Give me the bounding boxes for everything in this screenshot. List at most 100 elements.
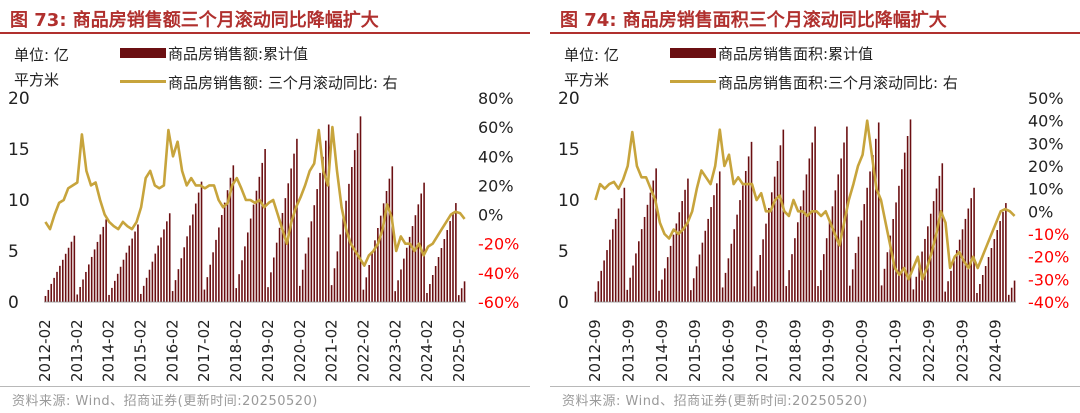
x-tick-label: 2012-09: [586, 319, 604, 382]
bar: [327, 124, 330, 303]
left-tick-label: 15: [558, 140, 580, 160]
bar: [125, 252, 128, 302]
bar: [96, 241, 99, 302]
bar: [606, 250, 608, 302]
bar: [993, 239, 996, 302]
bar: [102, 226, 105, 302]
title-underline: [0, 32, 530, 34]
bar: [658, 290, 660, 302]
bar: [1002, 212, 1004, 302]
left-tick-label: 5: [558, 242, 569, 262]
bar: [116, 273, 119, 302]
bar: [356, 133, 359, 302]
bar: [142, 285, 145, 302]
right-tick-label: 0%: [1028, 202, 1053, 221]
x-tick-label: 2015-09: [686, 319, 704, 382]
bar: [449, 221, 451, 302]
right-tick-label: 40%: [1028, 112, 1064, 131]
bar: [310, 221, 313, 302]
unit-label-2: 平方米: [564, 71, 610, 89]
bar: [799, 206, 802, 302]
bar: [849, 285, 851, 302]
bar: [903, 152, 906, 302]
source-divider: [0, 386, 530, 387]
bar: [319, 172, 321, 302]
bar: [460, 288, 463, 302]
x-tick-label: 2024-09: [987, 319, 1005, 382]
bar: [322, 156, 324, 302]
bar: [609, 239, 611, 302]
bar: [226, 190, 229, 302]
bar: [597, 281, 600, 302]
bar: [316, 189, 318, 302]
bar: [941, 163, 944, 302]
bar: [834, 190, 837, 302]
bar: [710, 207, 712, 302]
bar: [912, 289, 915, 302]
bar: [655, 168, 657, 302]
bar: [649, 192, 652, 302]
bar: [345, 200, 347, 302]
bar: [246, 232, 249, 302]
bar: [753, 286, 756, 302]
bar: [325, 140, 327, 302]
bar: [678, 212, 681, 302]
bar: [1010, 287, 1013, 302]
right-tick-label: 20%: [1028, 157, 1064, 176]
bar: [79, 286, 81, 302]
bar: [440, 248, 443, 302]
x-tick-label: 2016-09: [720, 319, 738, 382]
bar: [875, 138, 877, 302]
bar: [76, 294, 79, 302]
x-tick-label: 2021-02: [323, 319, 341, 382]
bar: [944, 291, 946, 302]
bar: [727, 258, 730, 302]
bar: [128, 245, 131, 302]
bar: [675, 223, 678, 302]
chart-plot: 0 5 10 15 20 -40% -30% -20% -10% 0% 10% 20% 30% 40% 50…: [558, 89, 1069, 382]
bar: [249, 218, 252, 302]
bar: [814, 126, 816, 302]
bar: [299, 285, 301, 302]
right-tick-label: 10%: [1028, 180, 1064, 199]
bar: [267, 287, 269, 302]
bar: [964, 218, 967, 302]
bar: [255, 190, 258, 302]
bar: [765, 223, 767, 302]
bar: [90, 256, 93, 302]
bar: [353, 150, 356, 302]
bar: [877, 122, 880, 302]
bar: [85, 271, 87, 302]
bar: [692, 278, 695, 302]
bar: [805, 174, 808, 302]
bar: [157, 245, 159, 302]
bar: [174, 280, 177, 302]
x-tick-label: 2024-02: [418, 319, 436, 382]
bar: [351, 166, 353, 302]
bar: [756, 270, 759, 302]
right-tick-label: -60%: [478, 293, 519, 312]
bar: [863, 204, 866, 302]
bar: [223, 202, 226, 302]
bar: [183, 247, 185, 302]
bar: [278, 227, 281, 302]
bar: [241, 260, 243, 302]
bar: [426, 293, 428, 302]
bar: [293, 153, 295, 302]
bar: [854, 253, 857, 302]
bar: [773, 176, 776, 302]
bar: [785, 286, 788, 302]
bar: [695, 266, 698, 302]
bar: [108, 294, 110, 302]
bar: [272, 257, 275, 302]
bar: [388, 178, 391, 302]
left-tick-label: 15: [8, 140, 30, 160]
bar: [776, 160, 779, 302]
bar: [739, 200, 741, 302]
bar: [999, 221, 1001, 302]
right-tick-label: -30%: [1028, 270, 1069, 289]
bar: [275, 242, 278, 302]
x-tick-label: 2022-02: [354, 319, 372, 382]
x-tick-label: 2020-02: [291, 319, 309, 382]
bar: [984, 266, 987, 302]
